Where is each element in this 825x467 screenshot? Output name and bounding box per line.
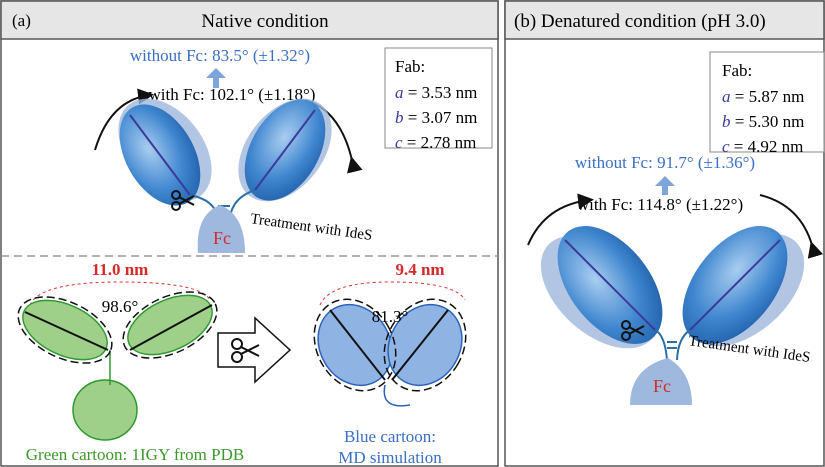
panel-a: (a) Native condition without Fc: 83.5° (… [1, 1, 498, 467]
panel-title: (b) Denatured condition (pH 3.0) [514, 11, 766, 32]
caption: MD simulation [338, 448, 442, 467]
with-fc: with Fc: 114.8° (±1.22°) [577, 195, 743, 214]
distance: 9.4 nm [395, 260, 444, 279]
dimension-value: = 3.07 nm [404, 108, 478, 127]
angle: 98.6° [102, 297, 139, 316]
fab-dimension: a = 5.87 nm [722, 87, 804, 106]
dimension-value: = 5.87 nm [731, 87, 805, 106]
fc-label: Fc [213, 228, 231, 248]
figure: (a) Native condition without Fc: 83.5° (… [0, 0, 825, 467]
fab-title: Fab: [722, 61, 752, 80]
dimension-value: = 5.30 nm [731, 112, 805, 131]
fab-title: Fab: [395, 57, 425, 76]
caption: Blue cartoon: [344, 427, 436, 446]
panel-b: (b) Denatured condition (pH 3.0) Fab: a … [505, 1, 825, 466]
distance: 11.0 nm [92, 260, 149, 279]
without-fc: without Fc: 91.7° (±1.36°) [575, 153, 755, 172]
fab-dimension: b = 5.30 nm [722, 112, 804, 131]
fab-dimension: a = 3.53 nm [395, 83, 477, 102]
dimension-value: = 3.53 nm [404, 83, 478, 102]
dimension-var: a [722, 87, 731, 106]
dimension-var: b [722, 112, 731, 131]
caption: Green cartoon: 1IGY from PDB [26, 445, 244, 464]
dimension-var: a [395, 83, 404, 102]
fc-label: Fc [653, 376, 671, 396]
dimension-value: = 2.78 nm [403, 133, 477, 152]
panel-label: (a) [12, 11, 31, 30]
panel-title: Native condition [201, 11, 329, 32]
angle: 81.3° [372, 307, 409, 326]
fab-dimension: c = 2.78 nm [395, 133, 476, 152]
fab-dimension: b = 3.07 nm [395, 108, 477, 127]
dimension-var: b [395, 108, 404, 127]
without-fc: without Fc: 83.5° (±1.32°) [130, 46, 310, 65]
